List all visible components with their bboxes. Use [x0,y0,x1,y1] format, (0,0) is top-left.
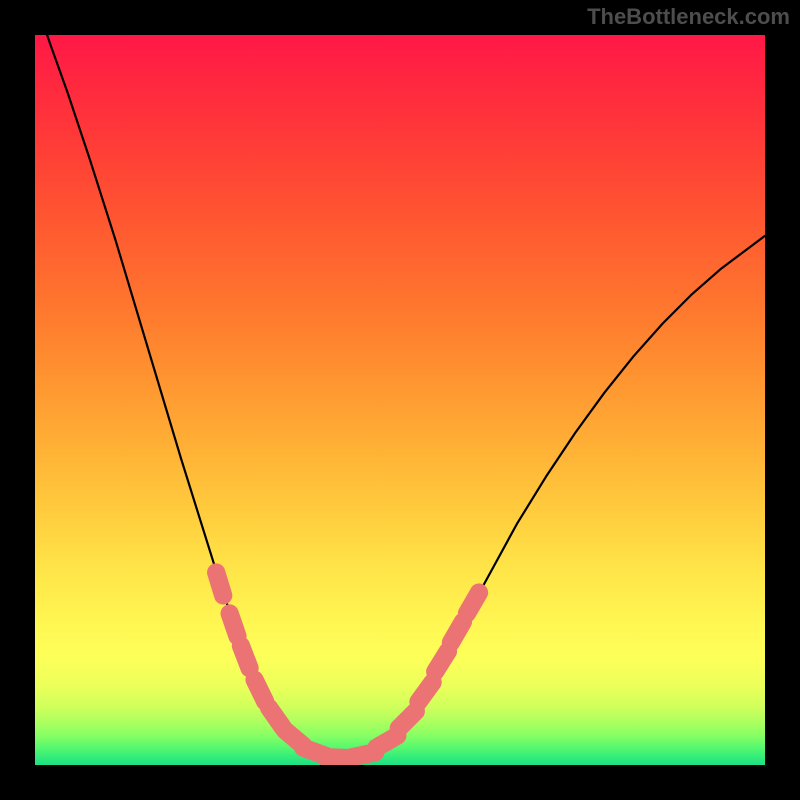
plot-area [35,35,765,765]
outer-frame: TheBottleneck.com [0,0,800,800]
watermark-text: TheBottleneck.com [587,4,790,30]
bottleneck-chart [35,35,765,765]
gradient-background [35,35,765,765]
